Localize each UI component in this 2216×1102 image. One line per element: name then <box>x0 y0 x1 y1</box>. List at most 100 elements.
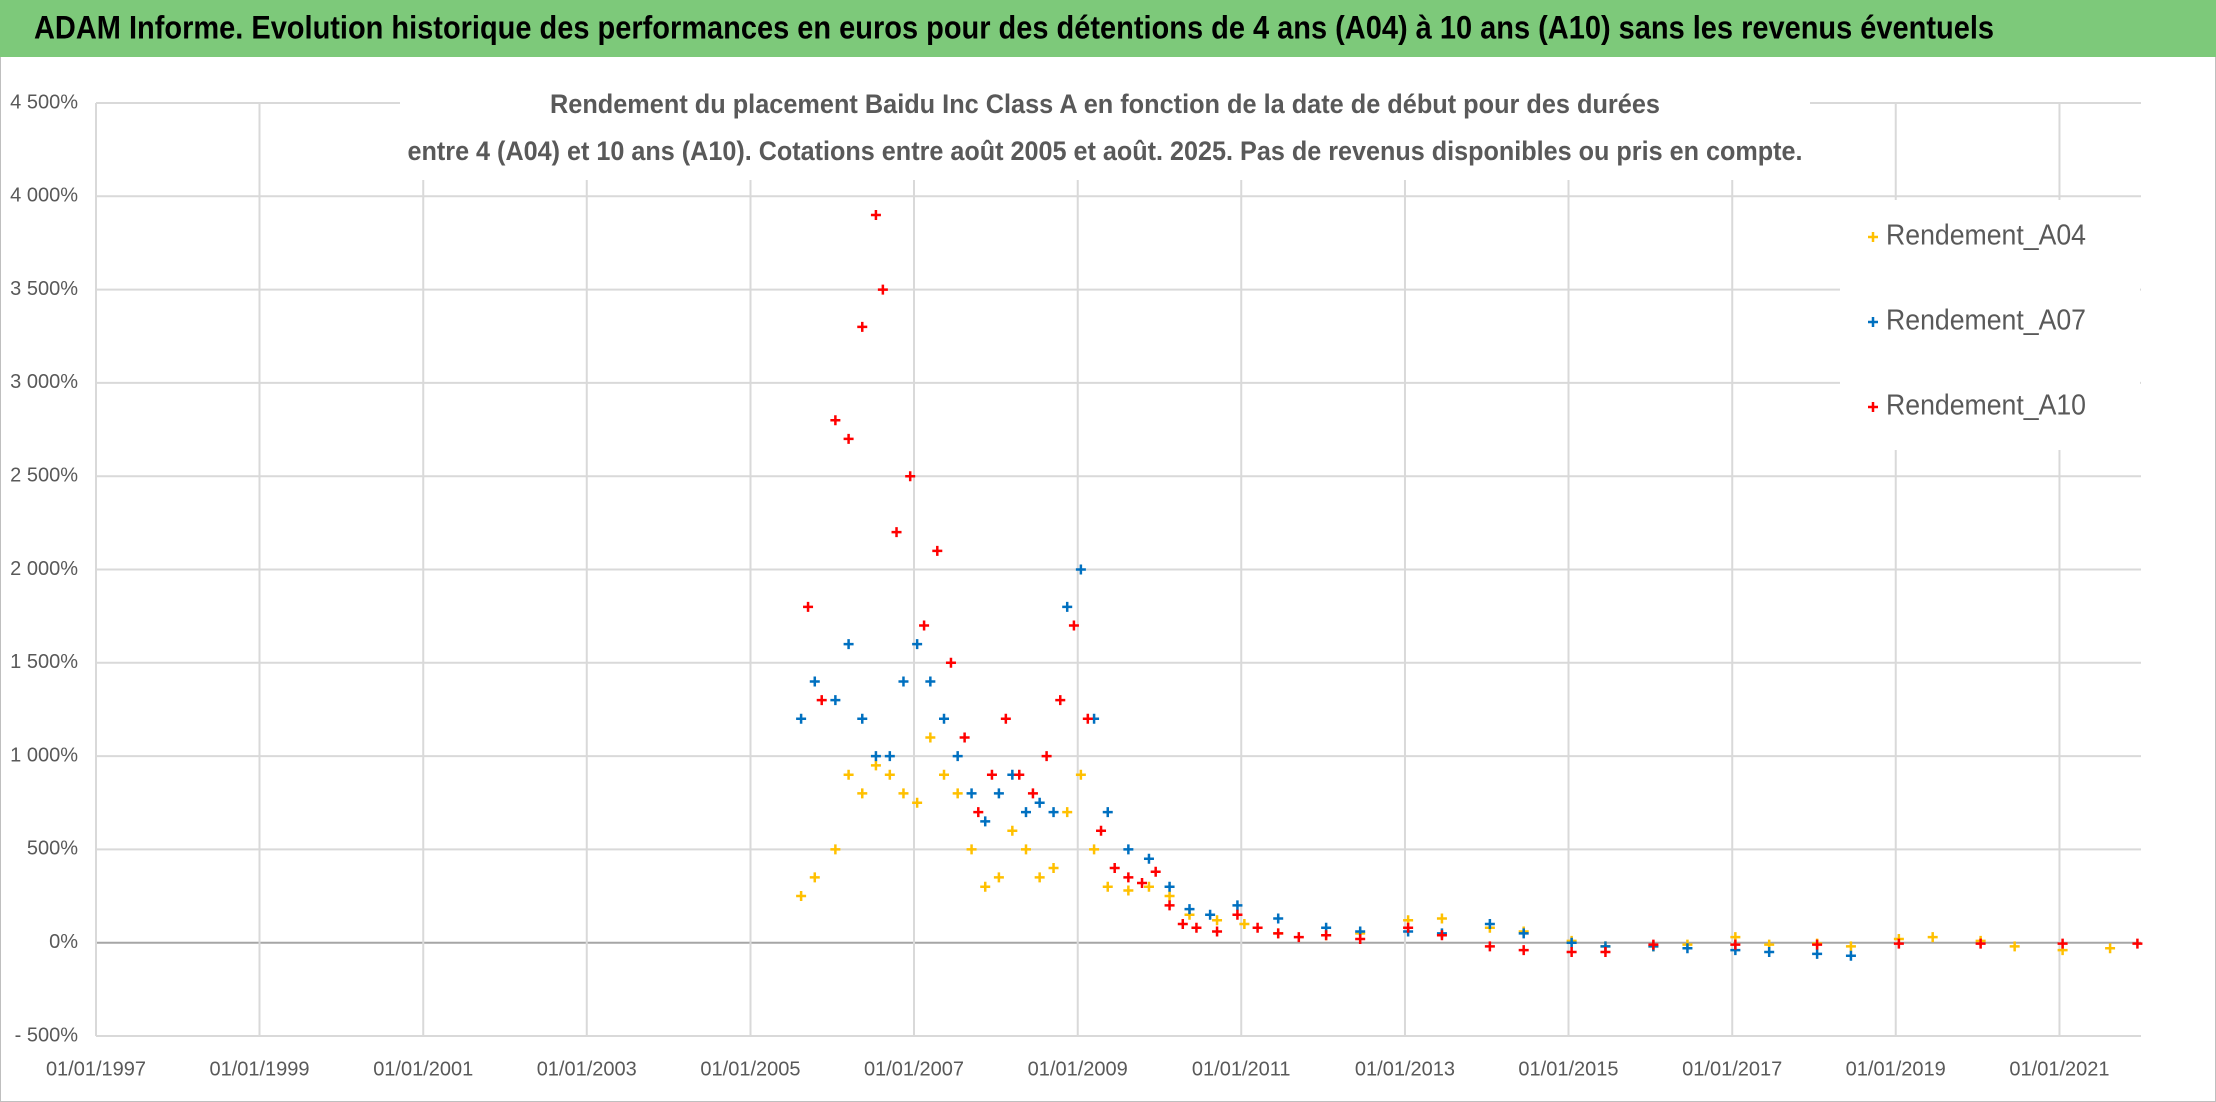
legend-marker <box>1868 402 1878 412</box>
point <box>945 657 956 668</box>
point <box>1484 919 1495 930</box>
point <box>1205 909 1216 920</box>
y-tick-label: 500% <box>27 838 78 860</box>
point <box>1184 904 1195 915</box>
point <box>925 676 936 687</box>
chart-title-box <box>400 84 1810 180</box>
point <box>870 760 881 771</box>
legend-marker <box>1868 232 1878 242</box>
point <box>843 639 854 650</box>
point <box>1020 844 1031 855</box>
point <box>2132 938 2143 949</box>
point <box>966 788 977 799</box>
point <box>1041 751 1052 762</box>
point <box>857 788 868 799</box>
point <box>843 433 854 444</box>
point <box>1212 915 1223 926</box>
point <box>1232 909 1243 920</box>
point <box>1062 601 1073 612</box>
point <box>939 769 950 780</box>
chart-title: Rendement du placement Baidu Inc Class A… <box>550 89 1660 119</box>
point <box>803 601 814 612</box>
y-tick-label: 3 000% <box>10 371 78 393</box>
point <box>1055 695 1066 706</box>
point <box>986 769 997 780</box>
x-tick-label: 01/01/2003 <box>537 1058 637 1080</box>
point <box>898 676 909 687</box>
point <box>857 713 868 724</box>
point <box>1075 769 1086 780</box>
point <box>809 872 820 883</box>
point <box>1007 825 1018 836</box>
y-tick-label: 1 000% <box>10 744 78 766</box>
point <box>1048 863 1059 874</box>
x-tick-label: 01/01/2013 <box>1355 1058 1455 1080</box>
grid: - 500% 0% 500% 1 000% 1 500% 2 000% 2 500% 3 00… <box>10 91 2141 1080</box>
point <box>2105 943 2116 954</box>
point <box>1845 950 1856 961</box>
point <box>1845 941 1856 952</box>
point <box>1123 872 1134 883</box>
header-bar <box>0 0 2216 57</box>
point <box>1143 853 1154 864</box>
legend-marker <box>1868 317 1878 327</box>
point <box>1436 913 1447 924</box>
point <box>809 676 820 687</box>
x-tick-label: 01/01/2015 <box>1518 1058 1618 1080</box>
x-tick-label: 01/01/2005 <box>700 1058 800 1080</box>
x-tick-label: 01/01/1999 <box>209 1058 309 1080</box>
point <box>830 844 841 855</box>
point <box>1484 941 1495 952</box>
point <box>1682 943 1693 954</box>
x-tick-label: 01/01/1997 <box>46 1058 146 1080</box>
legend-label: Rendement_A10 <box>1886 390 2086 422</box>
point <box>1273 928 1284 939</box>
point <box>1518 928 1529 939</box>
point <box>1089 844 1100 855</box>
point <box>1893 938 1904 949</box>
x-tick-label: 01/01/2011 <box>1192 1058 1291 1080</box>
header-title: ADAM Informe. Evolution historique des p… <box>34 9 1994 45</box>
point <box>1109 863 1120 874</box>
point <box>1273 913 1284 924</box>
x-tick-label: 01/01/2009 <box>1028 1058 1128 1080</box>
point <box>1355 933 1366 944</box>
y-tick-label: 4 500% <box>10 91 78 113</box>
point <box>939 713 950 724</box>
chart-title: entre 4 (A04) et 10 ans (A10). Cotations… <box>408 136 1803 166</box>
x-tick-label: 01/01/2019 <box>1846 1058 1946 1080</box>
point <box>884 751 895 762</box>
y-tick-label: 2 000% <box>10 558 78 580</box>
point <box>1812 939 1823 950</box>
point <box>1150 866 1161 877</box>
point <box>905 471 916 482</box>
point <box>1000 713 1011 724</box>
point <box>1123 885 1134 896</box>
y-tick-label: - 500% <box>15 1024 79 1046</box>
point <box>870 209 881 220</box>
point <box>1062 807 1073 818</box>
legend-label: Rendement_A04 <box>1886 220 2086 252</box>
point <box>1730 939 1741 950</box>
point <box>919 620 930 631</box>
point <box>1566 947 1577 958</box>
point <box>2057 938 2068 949</box>
point <box>952 751 963 762</box>
point <box>1020 807 1031 818</box>
point <box>843 769 854 780</box>
point <box>912 797 923 808</box>
point <box>877 284 888 295</box>
point <box>1137 877 1148 888</box>
point <box>912 639 923 650</box>
point <box>1975 938 1986 949</box>
point <box>1600 947 1611 958</box>
point <box>973 807 984 818</box>
y-tick-label: 4 000% <box>10 185 78 207</box>
point <box>857 321 868 332</box>
point <box>1075 564 1086 575</box>
point <box>1164 891 1175 902</box>
point <box>884 769 895 780</box>
point <box>1191 922 1202 933</box>
